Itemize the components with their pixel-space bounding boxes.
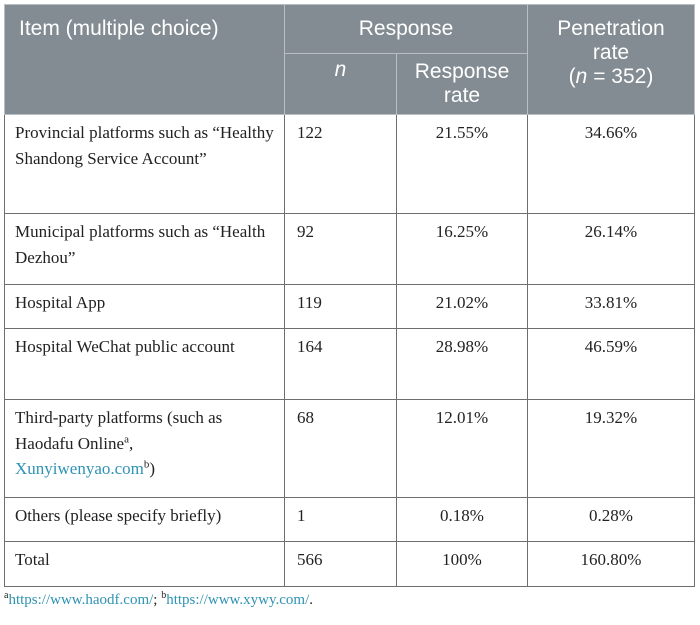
item-text: Third-party platforms (such as Haodafu O… <box>15 408 223 453</box>
footnote-marker-a: a <box>124 432 129 445</box>
table-header: Item (multiple choice) Response Penetrat… <box>4 4 695 115</box>
table-container: Item (multiple choice) Response Penetrat… <box>4 4 695 587</box>
cell-penetration-rate: 33.81% <box>527 284 695 329</box>
cell-item: Hospital App <box>4 284 285 329</box>
cell-response-rate: 28.98% <box>396 328 528 400</box>
cell-item: Provincial platforms such as “Healthy Sh… <box>4 114 285 214</box>
header-n: n <box>284 53 397 115</box>
header-penetration-n: n <box>575 65 588 88</box>
footnote-b-marker: b <box>161 590 167 601</box>
xunyiwenyao-link[interactable]: Xunyiwenyao.com <box>15 459 144 478</box>
cell-response-rate: 16.25% <box>396 213 528 285</box>
data-table: Item (multiple choice) Response Penetrat… <box>4 4 695 587</box>
cell-n: 1 <box>284 497 397 542</box>
header-response-rate: Response rate <box>396 53 528 115</box>
cell-item: Municipal platforms such as “Health Dezh… <box>4 213 285 285</box>
table-row: Hospital App 119 21.02% 33.81% <box>4 284 695 329</box>
cell-item: Hospital WeChat public account <box>4 328 285 400</box>
table-row-total: Total 566 100% 160.80% <box>4 541 695 587</box>
cell-penetration-rate: 160.80% <box>527 541 695 587</box>
footnote-marker-b: b <box>143 458 150 471</box>
cell-n: 119 <box>284 284 397 329</box>
cell-response-rate: 100% <box>396 541 528 587</box>
cell-penetration-rate: 34.66% <box>527 114 695 214</box>
cell-penetration-rate: 19.32% <box>527 399 695 498</box>
cell-n: 566 <box>284 541 397 587</box>
item-separator: , <box>128 433 134 453</box>
cell-n: 164 <box>284 328 397 400</box>
cell-n: 92 <box>284 213 397 285</box>
cell-response-rate: 21.02% <box>396 284 528 329</box>
header-penetration-n-value: = 352) <box>587 65 654 88</box>
cell-response-rate: 12.01% <box>396 399 528 498</box>
header-penetration-rate: Penetration rate (n = 352) <box>527 4 695 115</box>
header-item: Item (multiple choice) <box>4 4 285 115</box>
header-penetration-label: Penetration rate <box>557 17 665 64</box>
cell-response-rate: 21.55% <box>396 114 528 214</box>
table-row: Provincial platforms such as “Healthy Sh… <box>4 114 695 214</box>
footnote-a-marker: a <box>4 590 9 601</box>
haodf-link[interactable]: https://www.haodf.com/ <box>8 592 154 608</box>
header-response: Response <box>284 4 528 54</box>
cell-penetration-rate: 46.59% <box>527 328 695 400</box>
footnote-separator: ; <box>153 592 162 608</box>
footnote-end: . <box>309 592 314 608</box>
table-row: Hospital WeChat public account 164 28.98… <box>4 328 695 400</box>
cell-penetration-rate: 26.14% <box>527 213 695 285</box>
table-body: Provincial platforms such as “Healthy Sh… <box>4 114 695 587</box>
xywy-link[interactable]: https://www.xywy.com/ <box>166 592 310 608</box>
cell-penetration-rate: 0.28% <box>527 497 695 542</box>
table-row: Municipal platforms such as “Health Dezh… <box>4 213 695 285</box>
cell-response-rate: 0.18% <box>396 497 528 542</box>
table-row: Others (please specify briefly) 1 0.18% … <box>4 497 695 542</box>
item-close-paren: ) <box>149 459 156 478</box>
cell-n: 68 <box>284 399 397 498</box>
cell-item: Total <box>4 541 285 587</box>
table-footnote: ahttps://www.haodf.com/; bhttps://www.xy… <box>4 590 314 609</box>
cell-n: 122 <box>284 114 397 214</box>
table-row: Third-party platforms (such as Haodafu O… <box>4 399 695 498</box>
cell-item: Third-party platforms (such as Haodafu O… <box>4 399 285 498</box>
cell-item: Others (please specify briefly) <box>4 497 285 542</box>
